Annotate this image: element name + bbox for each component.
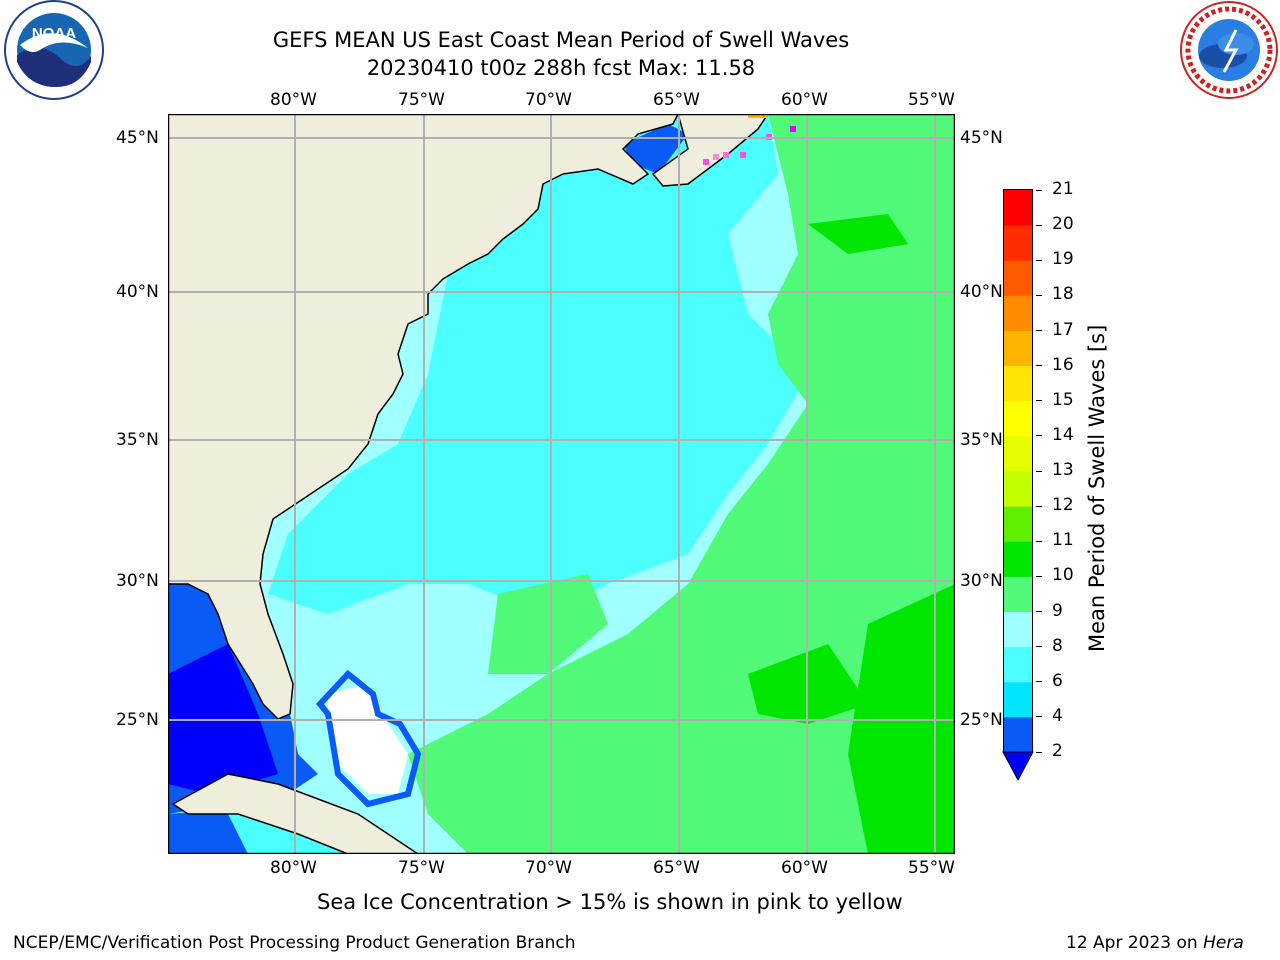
colorbar-tick-mark — [1036, 646, 1042, 648]
lon-label-bottom-55w: 55°W — [908, 858, 955, 878]
colorbar-tick-mark — [1036, 400, 1042, 402]
colorbar — [1002, 189, 1034, 782]
colorbar-swatch — [1004, 295, 1032, 331]
band-6-8s — [268, 114, 808, 614]
lat-label-left-25n: 25°N — [116, 710, 159, 730]
colorbar-tick-label: 15 — [1052, 389, 1074, 410]
lon-label-bottom-65w: 65°W — [653, 858, 700, 878]
colorbar-swatch — [1004, 260, 1032, 296]
lat-label-left-40n: 40°N — [116, 282, 159, 302]
lon-label-bottom-75w: 75°W — [398, 858, 445, 878]
colorbar-tick-mark — [1036, 435, 1042, 437]
colorbar-swatch — [1004, 330, 1032, 367]
bahamas-no-data — [328, 684, 408, 794]
colorbar-tick-label: 14 — [1052, 424, 1074, 445]
map-title: GEFS MEAN US East Coast Mean Period of S… — [272, 28, 850, 52]
colorbar-tick-mark — [1036, 751, 1042, 753]
colorbar-tick-mark — [1036, 259, 1042, 261]
colorbar-tick-label: 13 — [1052, 460, 1074, 480]
colorbar-tick-label: 21 — [1052, 179, 1074, 199]
colorbar-swatch — [1004, 646, 1032, 683]
colorbar-tick-label: 18 — [1052, 284, 1074, 305]
sea-ice-note: Sea Ice Concentration > 15% is shown in … — [317, 890, 903, 914]
colorbar-swatch — [1004, 541, 1032, 577]
swell-period-map — [168, 114, 955, 854]
colorbar-swatch — [1004, 190, 1032, 226]
lon-label-top-60w: 60°W — [781, 90, 828, 110]
colorbar-tick-label: 4 — [1052, 705, 1063, 726]
colorbar-swatch — [1004, 225, 1032, 261]
colorbar-swatch — [1004, 681, 1032, 718]
colorbar-frame — [1003, 189, 1033, 753]
map-frame — [168, 114, 955, 854]
colorbar-tick-mark — [1036, 716, 1042, 718]
footer-date: 12 Apr 2023 on Hera — [1066, 933, 1244, 953]
colorbar-tick-mark — [1036, 540, 1042, 542]
colorbar-tick-label: 2 — [1052, 741, 1063, 761]
colorbar-tick-mark — [1036, 330, 1042, 331]
colorbar-tick-mark — [1036, 365, 1042, 367]
land-nova-scotia — [651, 114, 769, 187]
lon-label-top-55w: 55°W — [908, 90, 955, 110]
sea-ice-marker — [703, 159, 709, 165]
footer-branch: NCEP/EMC/Verification Post Processing Pr… — [13, 933, 576, 953]
lat-label-left-30n: 30°N — [116, 571, 159, 591]
colorbar-tick-mark — [1036, 189, 1042, 191]
colorbar-tick-label: 12 — [1052, 495, 1074, 516]
lat-label-left-35n: 35°N — [116, 430, 159, 450]
colorbar-tick-mark — [1036, 611, 1042, 612]
colorbar-under-arrow — [1002, 751, 1034, 782]
lon-label-top-65w: 65°W — [653, 90, 700, 110]
colorbar-label: Mean Period of Swell Waves [s] — [1085, 324, 1109, 652]
colorbar-tick-label: 19 — [1052, 249, 1074, 270]
colorbar-swatch — [1004, 506, 1032, 542]
lon-label-bottom-80w: 80°W — [270, 858, 317, 878]
noaa-logo: NOAA — [4, 0, 104, 100]
noaa-logo-text: NOAA — [32, 25, 76, 42]
lon-label-bottom-60w: 60°W — [781, 858, 828, 878]
lon-label-bottom-70w: 70°W — [525, 858, 572, 878]
footer-machine: Hera — [1203, 933, 1244, 953]
colorbar-tick-mark — [1036, 505, 1042, 507]
lon-label-top-75w: 75°W — [398, 90, 445, 110]
colorbar-swatch — [1004, 400, 1032, 437]
colorbar-tick-mark — [1036, 575, 1042, 577]
colorbar-swatch — [1004, 611, 1032, 648]
colorbar-tick-label: 11 — [1052, 530, 1074, 551]
colorbar-swatch — [1004, 471, 1032, 507]
colorbar-tick-mark — [1036, 224, 1042, 226]
map-subtitle: 20230410 t00z 288h fcst Max: 11.58 — [366, 56, 756, 80]
colorbar-tick-mark — [1036, 681, 1042, 683]
nws-logo — [1180, 1, 1278, 99]
colorbar-tick-mark — [1036, 294, 1042, 296]
lat-label-right-45n: 45°N — [960, 128, 1003, 148]
lat-label-right-25n: 25°N — [960, 710, 1003, 730]
colorbar-tick-label: 6 — [1052, 670, 1063, 691]
colorbar-tick-label: 17 — [1052, 319, 1074, 340]
colorbar-swatch — [1004, 365, 1032, 402]
colorbar-tick-label: 9 — [1052, 600, 1063, 621]
graticule — [168, 114, 955, 854]
colorbar-tick-mark — [1036, 470, 1042, 472]
lon-label-top-70w: 70°W — [525, 90, 572, 110]
lat-label-left-45n: 45°N — [116, 128, 159, 148]
colorbar-swatch — [1004, 435, 1032, 472]
colorbar-swatch — [1004, 716, 1032, 753]
lat-label-right-40n: 40°N — [960, 282, 1003, 302]
colorbar-swatch — [1004, 576, 1032, 612]
colorbar-tick-label: 10 — [1052, 565, 1074, 586]
colorbar-tick-label: 16 — [1052, 354, 1074, 375]
lat-label-right-35n: 35°N — [960, 430, 1003, 450]
lat-label-right-30n: 30°N — [960, 571, 1003, 591]
colorbar-tick-label: 20 — [1052, 214, 1074, 235]
lon-label-top-80w: 80°W — [270, 90, 317, 110]
colorbar-tick-label: 8 — [1052, 635, 1063, 656]
